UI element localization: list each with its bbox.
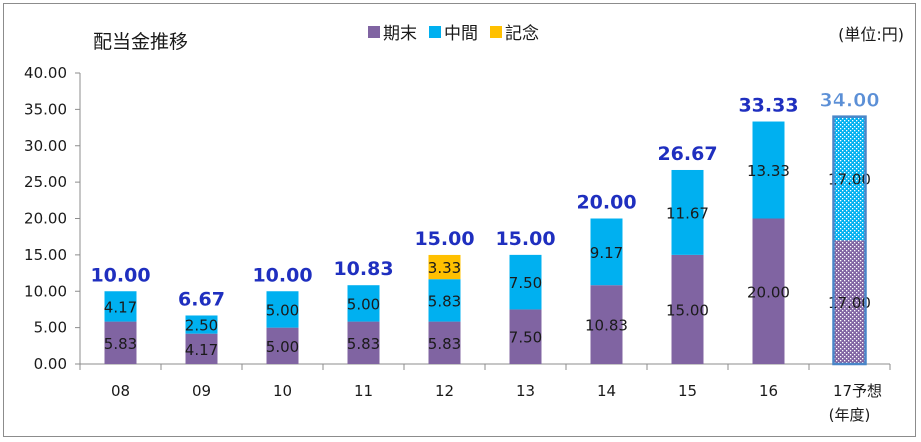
segment-label: 4.17	[104, 298, 137, 316]
segment-label: 5.00	[266, 301, 299, 319]
x-tick-label: 11	[354, 382, 373, 400]
segment-label: 7.50	[509, 274, 542, 292]
total-label: 10.83	[333, 258, 393, 280]
x-tick-label: 15	[678, 382, 697, 400]
bar-segment-0	[428, 321, 461, 364]
total-label: 6.67	[178, 288, 225, 310]
segment-label: 5.83	[104, 335, 137, 353]
bar-segment-1	[347, 285, 380, 322]
bar-segment-0	[752, 218, 785, 364]
bar-segment-0	[347, 321, 380, 364]
x-tick-label: 08	[111, 382, 130, 400]
x-tick-label: 14	[597, 382, 616, 400]
bar-segment-1	[671, 169, 704, 255]
bar-segment-1	[104, 291, 137, 322]
segment-label: 5.83	[428, 292, 461, 310]
segment-label: 5.83	[428, 335, 461, 353]
x-tick-label: 13	[516, 382, 535, 400]
legend-label-0: 期末	[383, 24, 417, 44]
legend-swatch-0	[368, 26, 380, 38]
legend-swatch-2	[490, 26, 502, 38]
segment-label: 17.00	[828, 170, 871, 188]
y-tick-label: 20.00	[24, 210, 67, 228]
segment-label: 4.17	[185, 341, 218, 359]
bar-segment-0	[185, 333, 218, 364]
segment-label: 5.00	[266, 338, 299, 356]
legend-label-2: 記念	[505, 23, 539, 44]
segment-label: 2.50	[185, 317, 218, 335]
segment-label: 5.00	[347, 295, 380, 313]
bar-segment-1	[833, 116, 866, 241]
bar-segment-1	[752, 121, 785, 219]
total-label: 15.00	[414, 228, 474, 250]
bar-segment-0	[509, 309, 542, 364]
segment-label: 3.33	[428, 259, 461, 277]
segment-label: 11.67	[666, 204, 709, 222]
segment-label: 5.83	[347, 335, 380, 353]
segment-label: 15.00	[666, 301, 709, 319]
total-label: 33.33	[738, 95, 798, 117]
segment-label: 13.33	[747, 162, 790, 180]
total-label: 20.00	[576, 192, 636, 214]
bar-segment-1	[590, 218, 623, 286]
x-tick-label: 17予想	[833, 382, 882, 400]
y-tick-label: 35.00	[24, 100, 67, 118]
bar-segment-1	[266, 291, 299, 328]
bar-segment-0	[833, 240, 866, 364]
forecast-bar-outline	[832, 115, 867, 366]
unit-note: (単位:円)	[838, 25, 904, 44]
total-label: 15.00	[495, 228, 555, 250]
bar-segment-2	[428, 254, 461, 280]
bar-segment-0	[104, 321, 137, 364]
bar-segment-0	[590, 285, 623, 364]
total-label: 10.00	[252, 264, 312, 286]
legend-label-1: 中間	[444, 24, 478, 44]
x-tick-label: 09	[192, 382, 211, 400]
x-tick-label: 10	[273, 382, 292, 400]
segment-label: 17.00	[828, 294, 871, 312]
x-axis-unit: (年度)	[829, 406, 871, 424]
total-label: 26.67	[657, 143, 717, 165]
bar-segment-0	[266, 327, 299, 364]
y-tick-label: 10.00	[24, 282, 67, 300]
y-tick-label: 30.00	[24, 137, 67, 155]
legend-swatch-1	[429, 26, 441, 38]
segment-label: 20.00	[747, 283, 790, 301]
y-tick-label: 0.00	[34, 355, 67, 373]
total-label: 34.00	[819, 90, 879, 112]
bar-segment-1	[185, 315, 218, 334]
bar-segment-1	[509, 254, 542, 310]
bar-segment-1	[428, 279, 461, 322]
segment-label: 7.50	[509, 329, 542, 347]
y-tick-label: 25.00	[24, 173, 67, 191]
segment-label: 10.83	[585, 317, 628, 335]
total-label: 10.00	[90, 264, 150, 286]
x-tick-label: 16	[759, 382, 778, 400]
y-tick-label: 40.00	[24, 64, 67, 82]
x-tick-label: 12	[435, 382, 454, 400]
bar-segment-0	[671, 254, 704, 364]
y-tick-label: 15.00	[24, 246, 67, 264]
y-tick-label: 5.00	[34, 319, 67, 337]
chart-title: 配当金推移	[93, 31, 188, 53]
segment-label: 9.17	[590, 244, 623, 262]
